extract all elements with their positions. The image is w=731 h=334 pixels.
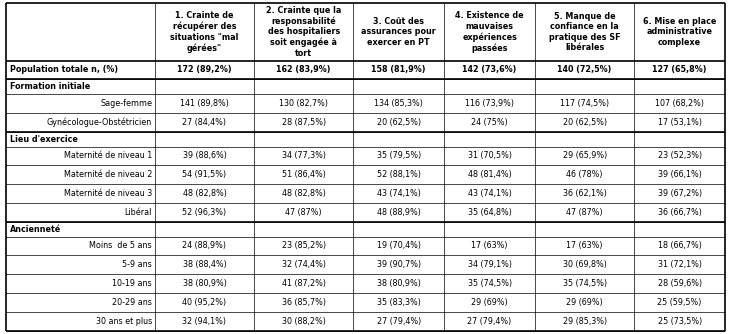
Text: 43 (74,1%): 43 (74,1%): [468, 189, 512, 198]
Text: 27 (79,4%): 27 (79,4%): [468, 317, 512, 326]
Text: 39 (90,7%): 39 (90,7%): [376, 260, 421, 269]
Text: 36 (66,7%): 36 (66,7%): [658, 208, 702, 217]
Text: 162 (83,9%): 162 (83,9%): [276, 65, 331, 74]
Text: Lieu d'exercice: Lieu d'exercice: [10, 135, 77, 144]
Text: 10-19 ans: 10-19 ans: [113, 279, 152, 288]
Text: 38 (80,9%): 38 (80,9%): [376, 279, 420, 288]
Text: Maternité de niveau 2: Maternité de niveau 2: [64, 170, 152, 179]
Text: 48 (82,8%): 48 (82,8%): [183, 189, 227, 198]
Text: 19 (70,4%): 19 (70,4%): [376, 241, 420, 250]
Text: 39 (66,1%): 39 (66,1%): [658, 170, 702, 179]
Text: 52 (88,1%): 52 (88,1%): [376, 170, 420, 179]
Text: 35 (74,5%): 35 (74,5%): [563, 279, 607, 288]
Text: 35 (79,5%): 35 (79,5%): [376, 151, 421, 160]
Text: 142 (73,6%): 142 (73,6%): [463, 65, 517, 74]
Text: 36 (62,1%): 36 (62,1%): [563, 189, 607, 198]
Text: 28 (87,5%): 28 (87,5%): [281, 118, 326, 127]
Text: 43 (74,1%): 43 (74,1%): [376, 189, 420, 198]
Text: 48 (82,8%): 48 (82,8%): [281, 189, 325, 198]
Text: 32 (94,1%): 32 (94,1%): [183, 317, 227, 326]
Text: 127 (65,8%): 127 (65,8%): [653, 65, 707, 74]
Text: Maternité de niveau 3: Maternité de niveau 3: [64, 189, 152, 198]
Text: 28 (59,6%): 28 (59,6%): [658, 279, 702, 288]
Text: Maternité de niveau 1: Maternité de niveau 1: [64, 151, 152, 160]
Text: 34 (77,3%): 34 (77,3%): [281, 151, 325, 160]
Text: 5-9 ans: 5-9 ans: [122, 260, 152, 269]
Text: 17 (53,1%): 17 (53,1%): [658, 118, 702, 127]
Text: 140 (72,5%): 140 (72,5%): [558, 65, 612, 74]
Text: 32 (74,4%): 32 (74,4%): [281, 260, 325, 269]
Text: 31 (70,5%): 31 (70,5%): [468, 151, 512, 160]
Text: 172 (89,2%): 172 (89,2%): [177, 65, 232, 74]
Text: 35 (64,8%): 35 (64,8%): [468, 208, 512, 217]
Text: 18 (66,7%): 18 (66,7%): [658, 241, 702, 250]
Text: 48 (88,9%): 48 (88,9%): [376, 208, 420, 217]
Text: Population totale n, (%): Population totale n, (%): [10, 65, 118, 74]
Text: 17 (63%): 17 (63%): [567, 241, 603, 250]
Text: 24 (75%): 24 (75%): [471, 118, 508, 127]
Text: 52 (96,3%): 52 (96,3%): [183, 208, 227, 217]
Text: 30 (88,2%): 30 (88,2%): [281, 317, 325, 326]
Text: 34 (79,1%): 34 (79,1%): [468, 260, 512, 269]
Text: 27 (84,4%): 27 (84,4%): [183, 118, 227, 127]
Text: 48 (81,4%): 48 (81,4%): [468, 170, 512, 179]
Text: 2. Crainte que la
responsabilité
des hospitaliers
soit engagée à
tort: 2. Crainte que la responsabilité des hos…: [266, 6, 341, 58]
Text: 17 (63%): 17 (63%): [471, 241, 508, 250]
Text: 35 (74,5%): 35 (74,5%): [468, 279, 512, 288]
Text: 39 (67,2%): 39 (67,2%): [658, 189, 702, 198]
Text: 3. Coût des
assurances pour
exercer en PT: 3. Coût des assurances pour exercer en P…: [361, 17, 436, 47]
Text: 24 (88,9%): 24 (88,9%): [183, 241, 227, 250]
Text: Ancienneté: Ancienneté: [10, 225, 61, 234]
Text: 31 (72,1%): 31 (72,1%): [658, 260, 702, 269]
Text: 20 (62,5%): 20 (62,5%): [376, 118, 421, 127]
Text: 29 (69%): 29 (69%): [471, 298, 508, 307]
Text: Moins  de 5 ans: Moins de 5 ans: [89, 241, 152, 250]
Text: 20 (62,5%): 20 (62,5%): [563, 118, 607, 127]
Text: 36 (85,7%): 36 (85,7%): [281, 298, 325, 307]
Text: 25 (59,5%): 25 (59,5%): [657, 298, 702, 307]
Text: 29 (69%): 29 (69%): [567, 298, 603, 307]
Text: 46 (78%): 46 (78%): [567, 170, 603, 179]
Text: 29 (85,3%): 29 (85,3%): [563, 317, 607, 326]
Text: 41 (87,2%): 41 (87,2%): [281, 279, 325, 288]
Text: Sage-femme: Sage-femme: [100, 99, 152, 108]
Text: 141 (89,8%): 141 (89,8%): [180, 99, 229, 108]
Text: 25 (73,5%): 25 (73,5%): [658, 317, 702, 326]
Text: 35 (83,3%): 35 (83,3%): [376, 298, 420, 307]
Text: 117 (74,5%): 117 (74,5%): [560, 99, 609, 108]
Text: 38 (80,9%): 38 (80,9%): [183, 279, 227, 288]
Text: 158 (81,9%): 158 (81,9%): [371, 65, 426, 74]
Text: 116 (73,9%): 116 (73,9%): [465, 99, 514, 108]
Text: 27 (79,4%): 27 (79,4%): [376, 317, 421, 326]
Text: 38 (88,4%): 38 (88,4%): [183, 260, 227, 269]
Text: 40 (95,2%): 40 (95,2%): [183, 298, 227, 307]
Text: 20-29 ans: 20-29 ans: [112, 298, 152, 307]
Text: 1. Crainte de
récupérer des
situations "mal
gérées": 1. Crainte de récupérer des situations "…: [170, 11, 239, 53]
Text: 130 (82,7%): 130 (82,7%): [279, 99, 328, 108]
Text: 107 (68,2%): 107 (68,2%): [655, 99, 704, 108]
Text: 51 (86,4%): 51 (86,4%): [281, 170, 325, 179]
Text: 23 (52,3%): 23 (52,3%): [658, 151, 702, 160]
Text: 30 ans et plus: 30 ans et plus: [96, 317, 152, 326]
Text: 47 (87%): 47 (87%): [567, 208, 603, 217]
Text: Gynécologue-Obstétricien: Gynécologue-Obstétricien: [47, 118, 152, 127]
Text: 39 (88,6%): 39 (88,6%): [183, 151, 227, 160]
Text: 29 (65,9%): 29 (65,9%): [563, 151, 607, 160]
Text: 54 (91,5%): 54 (91,5%): [183, 170, 227, 179]
Text: 30 (69,8%): 30 (69,8%): [563, 260, 607, 269]
Text: 6. Mise en place
administrative
complexe: 6. Mise en place administrative complexe: [643, 17, 716, 47]
Text: 134 (85,3%): 134 (85,3%): [374, 99, 423, 108]
Text: 5. Manque de
confiance en la
pratique des SF
libérales: 5. Manque de confiance en la pratique de…: [549, 12, 621, 52]
Text: Libéral: Libéral: [124, 208, 152, 217]
Text: 23 (85,2%): 23 (85,2%): [281, 241, 326, 250]
Text: 47 (87%): 47 (87%): [285, 208, 322, 217]
Text: Formation initiale: Formation initiale: [10, 82, 90, 91]
Text: 4. Existence de
mauvaises
expériences
passées: 4. Existence de mauvaises expériences pa…: [455, 11, 524, 53]
